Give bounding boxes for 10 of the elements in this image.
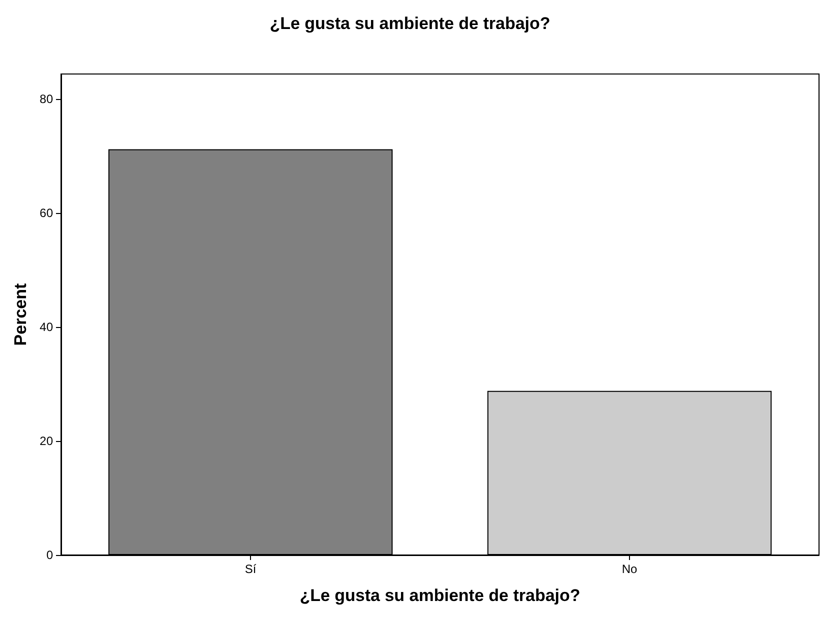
x-tick-label: No bbox=[622, 562, 638, 576]
y-tick-label: 20 bbox=[40, 434, 54, 448]
y-axis-title: Percent bbox=[10, 282, 30, 346]
y-tick-label: 0 bbox=[46, 548, 54, 562]
chart-title: ¿Le gusta su ambiente de trabajo? bbox=[270, 14, 550, 33]
x-axis-title: ¿Le gusta su ambiente de trabajo? bbox=[300, 586, 580, 605]
y-tick-label: 60 bbox=[40, 206, 54, 220]
x-tick-label: Sí bbox=[244, 562, 257, 576]
y-tick-label: 80 bbox=[40, 92, 54, 106]
y-tick-label: 40 bbox=[40, 320, 54, 334]
